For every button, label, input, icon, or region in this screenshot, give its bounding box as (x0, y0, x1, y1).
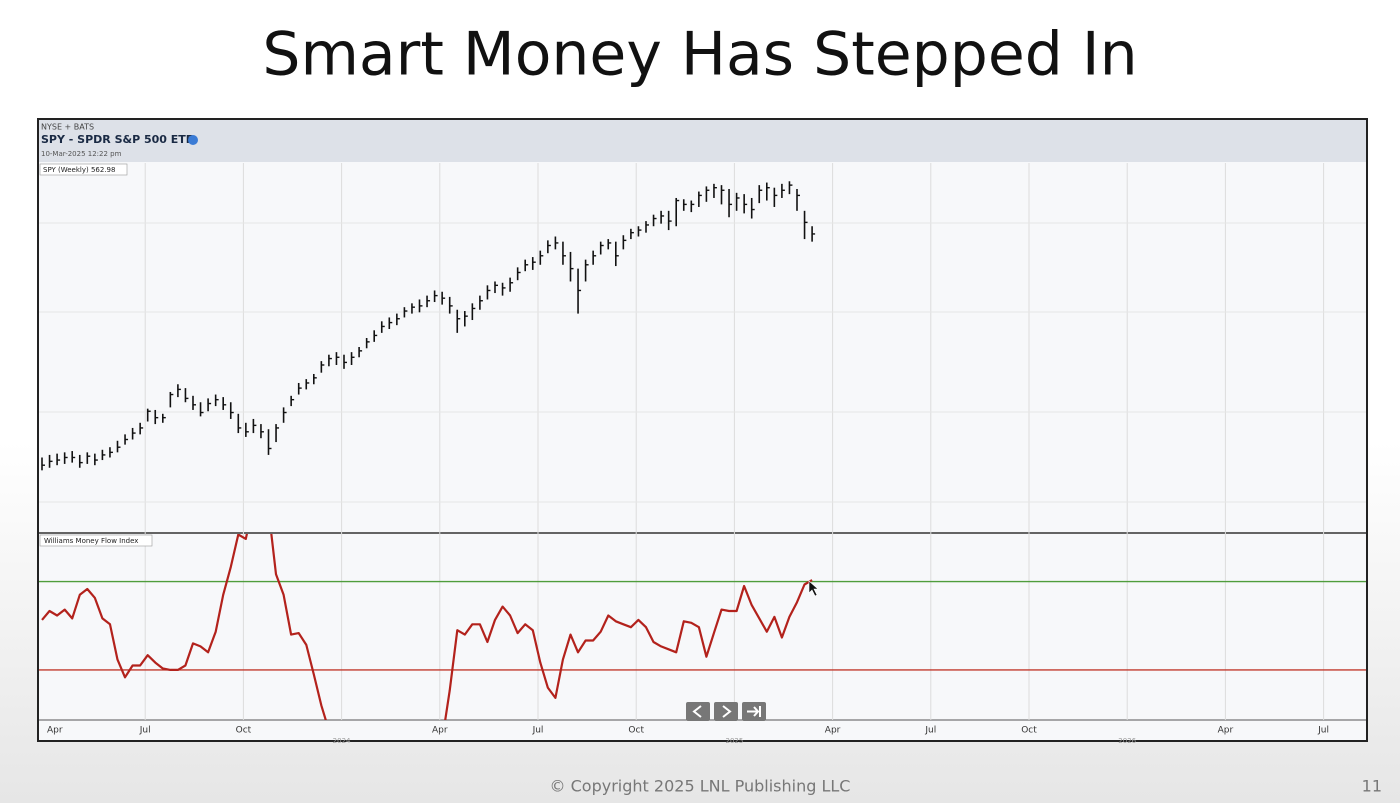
year-label: 2025 (725, 737, 743, 745)
x-tick-label: Oct (1021, 726, 1037, 736)
year-label: 2024 (333, 737, 351, 745)
legend-box (39, 163, 128, 176)
prev-icon (692, 705, 702, 718)
end-icon (747, 706, 761, 717)
mfi-line (41, 534, 813, 720)
slide-title: Smart Money Has Stepped In (262, 20, 1137, 90)
cursor (808, 580, 819, 597)
next-icon (722, 705, 732, 718)
x-tick-label: Apr (825, 726, 841, 736)
legend: SPY (Weekly) 562.98 (43, 166, 115, 174)
legend-box (39, 534, 153, 547)
mfi-pane (39, 534, 1366, 720)
price-bars (41, 181, 816, 471)
x-tick-label: Jul (532, 726, 544, 736)
symbol-title: SPY - SPDR S&P 500 ETF (41, 133, 193, 146)
x-tick-label: Jul (139, 726, 151, 736)
x-tick-label: Apr (47, 726, 63, 736)
next-button[interactable] (714, 702, 738, 721)
info-icon[interactable] (188, 135, 198, 145)
timestamp: 10-Mar-2025 12:22 pm (41, 150, 122, 158)
x-tick-label: Jul (924, 726, 936, 736)
chart-frame (37, 118, 1368, 742)
x-tick-label: Apr (432, 726, 448, 736)
x-tick-label: Jul (1317, 726, 1329, 736)
nav-buttons (686, 702, 766, 721)
chart-header (39, 120, 1366, 162)
x-axis: Apr Jul Oct 2024 Apr Jul Oct 2025 Apr Jul Oct 2026 A… (47, 726, 1329, 746)
mfi-legend: Williams Money Flow Index (44, 537, 138, 545)
prev-button[interactable] (686, 702, 710, 721)
footer: © Copyright 2025 LNL Publishing LLC (550, 777, 851, 796)
grid (39, 163, 1366, 720)
exchange: NYSE + BATS (41, 123, 94, 132)
x-tick-label: Apr (1218, 726, 1234, 736)
x-tick-label: Oct (628, 726, 644, 736)
page-number: 11 (1362, 777, 1382, 796)
x-tick-label: Oct (236, 726, 252, 736)
year-label: 2026 (1118, 737, 1136, 745)
